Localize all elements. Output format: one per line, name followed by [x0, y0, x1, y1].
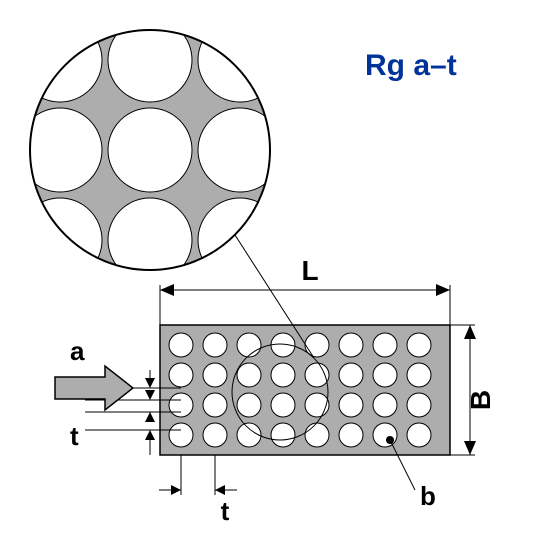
dimension-t-horizontal: [159, 455, 237, 495]
direction-arrow-icon: [55, 366, 133, 410]
perforation-diagram: Rg a–t L B a t t b: [0, 0, 550, 550]
label-t-left: t: [70, 421, 79, 451]
magnified-detail: [0, 0, 372, 372]
label-a: a: [70, 336, 85, 366]
dimension-L: [160, 284, 450, 325]
title-label: Rg a–t: [365, 49, 457, 82]
label-b: b: [420, 481, 436, 511]
label-L: L: [301, 255, 318, 286]
label-t-bottom: t: [221, 496, 230, 526]
label-B: B: [465, 390, 496, 410]
